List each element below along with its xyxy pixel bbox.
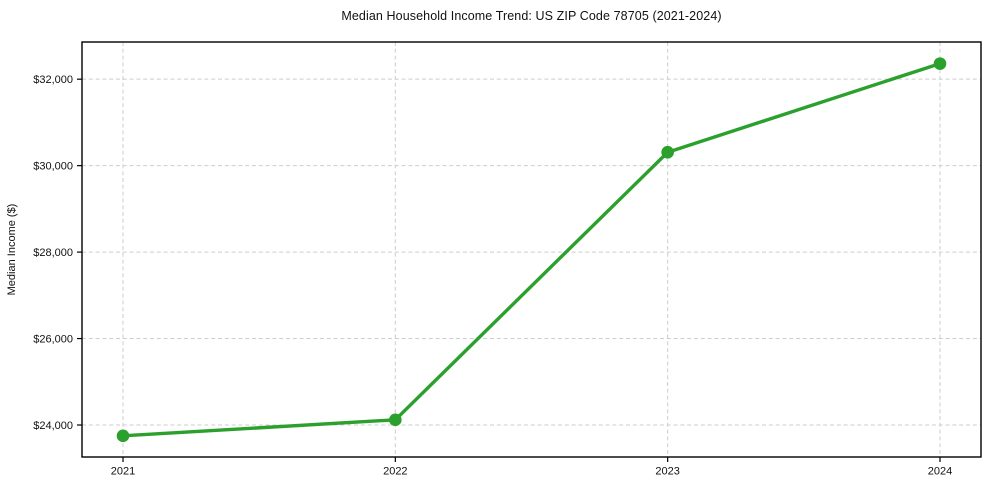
income-trend-line xyxy=(121,61,942,438)
axes-layer: $24,000 $26,000 $28,000 $30,000 $32,000 2021 2… xyxy=(33,41,982,478)
x-tick-label: 2021 xyxy=(111,466,135,478)
data-point-2022 xyxy=(389,413,402,427)
data-point-2023 xyxy=(661,145,674,159)
grid-layer xyxy=(82,42,981,457)
data-point-2021 xyxy=(116,429,130,443)
y-tick-label: $28,000 xyxy=(33,247,73,259)
y-tick-label: $32,000 xyxy=(33,74,73,86)
y-tick-label: $30,000 xyxy=(33,160,73,172)
y-tick-label: $24,000 xyxy=(33,420,73,432)
y-tick-label: $26,000 xyxy=(33,333,73,345)
x-tick-label: 2024 xyxy=(928,466,952,478)
plot-border xyxy=(81,41,982,458)
x-tick-label: 2023 xyxy=(655,466,679,478)
y-axis-label: Median Income ($) xyxy=(6,204,18,296)
data-point-2024 xyxy=(933,57,947,70)
series-layer xyxy=(116,57,947,443)
chart-title: Median Household Income Trend: US ZIP Co… xyxy=(341,9,722,23)
x-tick-label: 2022 xyxy=(383,466,407,478)
